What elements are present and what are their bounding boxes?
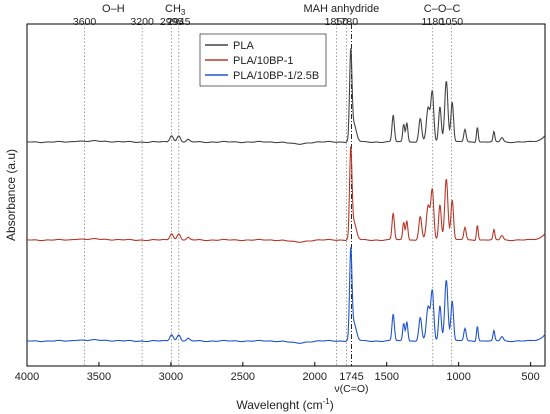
x-tick-label: 2500	[231, 371, 255, 383]
x-tick-label: 3000	[159, 371, 183, 383]
x-axis-title-main: Wavelenght (cm	[236, 398, 322, 412]
x-tick-label: 500	[521, 371, 539, 383]
wavenumber-label: 3200	[130, 16, 154, 28]
legend-entry: PLA/10BP-1	[233, 55, 294, 67]
wavenumber-label: 3600	[73, 16, 97, 28]
x-axis-ticks: 4000 3500 3000 2500 2000 1500 1000 500	[15, 362, 540, 383]
series-line	[26, 246, 546, 344]
group-label: CH3	[165, 3, 186, 17]
wavenumber-label: 1780	[335, 16, 359, 28]
legend: PLA PLA/10BP-1 PLA/10BP-1/2.5B	[199, 33, 327, 87]
x-tick-label: 1000	[446, 371, 470, 383]
x-tick-label: 4000	[15, 371, 39, 383]
series-line	[26, 47, 546, 145]
x-axis-title-close: )	[330, 398, 334, 412]
wavenumber-label: 1180	[421, 16, 444, 28]
wavenumber-label: 2945	[167, 16, 191, 28]
x-axis-title-sup: -1	[323, 397, 331, 406]
y-axis-title: Absorbance (a.u)	[4, 149, 18, 241]
wavenumber-label: 1850	[325, 16, 349, 28]
annotation-1745-value: 1745	[339, 371, 363, 383]
group-label: O–H	[102, 3, 125, 15]
group-label: C–O–C	[424, 3, 461, 15]
annotation-1745-label: ν(C=O)	[334, 383, 368, 395]
wavenumber-label: 1050	[440, 16, 464, 28]
x-axis-title: Wavelenght (cm-1)	[236, 397, 333, 412]
plot-area	[26, 23, 546, 367]
x-tick-label: 2000	[303, 371, 327, 383]
group-label: MAH anhydride	[303, 3, 379, 15]
x-tick-label: 1500	[374, 371, 398, 383]
series-line	[26, 145, 546, 243]
top-annotations: O–H CH3 MAH anhydride C–O–C 3600 3200 29952945…	[73, 3, 463, 28]
spectra-series	[26, 47, 546, 344]
legend-entry: PLA	[233, 40, 254, 52]
x-tick-label: 3500	[87, 371, 111, 383]
legend-entry: PLA/10BP-1/2.5B	[233, 70, 319, 82]
wavenumber-label: 2995	[160, 16, 184, 28]
